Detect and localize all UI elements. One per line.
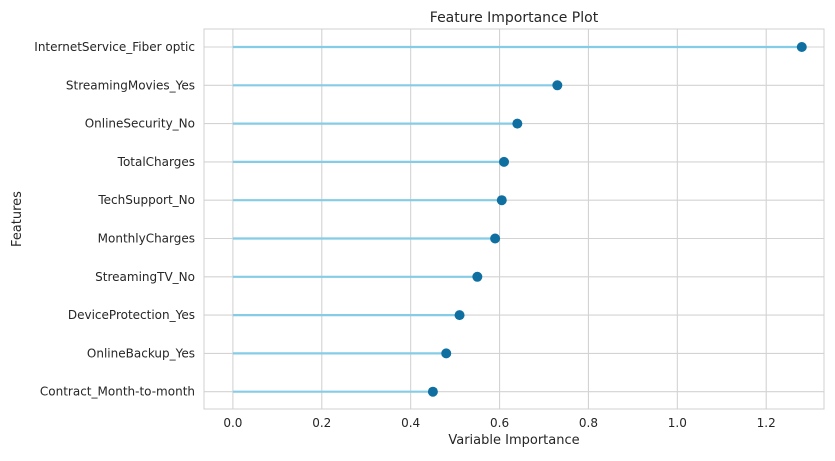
x-tick-label: 0.2 — [312, 416, 331, 430]
x-tick-labels: 0.0 0.2 0.4 0.6 0.8 1.0 1.2 — [223, 416, 775, 430]
feature-label: TotalCharges — [117, 155, 195, 169]
importance-point — [427, 386, 438, 397]
importance-point — [499, 156, 509, 167]
importance-point — [441, 348, 452, 359]
x-tick-label: 0.4 — [401, 416, 420, 430]
x-tick-label: 0.8 — [579, 416, 598, 430]
importance-point — [796, 42, 807, 52]
importance-point — [512, 118, 523, 129]
feature-label: TechSupport_No — [97, 193, 195, 207]
x-tick-label: 1.0 — [668, 416, 687, 430]
x-axis-label: Variable Importance — [448, 433, 579, 448]
feature-label: StreamingMovies_Yes — [66, 78, 195, 92]
y-axis-label: Features — [10, 191, 25, 247]
x-tick-label: 1.2 — [757, 416, 776, 430]
importance-point — [552, 80, 563, 91]
feature-label: OnlineBackup_Yes — [87, 346, 195, 360]
x-tick-label: 0.0 — [223, 416, 242, 430]
feature-label: DeviceProtection_Yes — [68, 308, 195, 322]
importance-point — [454, 310, 465, 321]
x-tick-label: 0.6 — [490, 416, 509, 430]
feature-label: InternetService_Fiber optic — [34, 40, 195, 54]
feature-label: MonthlyCharges — [98, 232, 195, 246]
importance-point — [496, 195, 507, 206]
importance-point — [490, 233, 501, 244]
feature-label: OnlineSecurity_No — [85, 117, 195, 131]
importance-point — [472, 271, 483, 282]
y-tick-labels: InternetService_Fiber optic StreamingMovi… — [34, 40, 195, 399]
chart-title: Feature Importance Plot — [430, 10, 599, 26]
feature-label: Contract_Month-to-month — [40, 385, 195, 399]
plot-frame — [203, 28, 825, 410]
points-layer — [427, 42, 807, 397]
stems-layer — [232, 45, 802, 393]
feature-label: StreamingTV_No — [95, 270, 195, 284]
